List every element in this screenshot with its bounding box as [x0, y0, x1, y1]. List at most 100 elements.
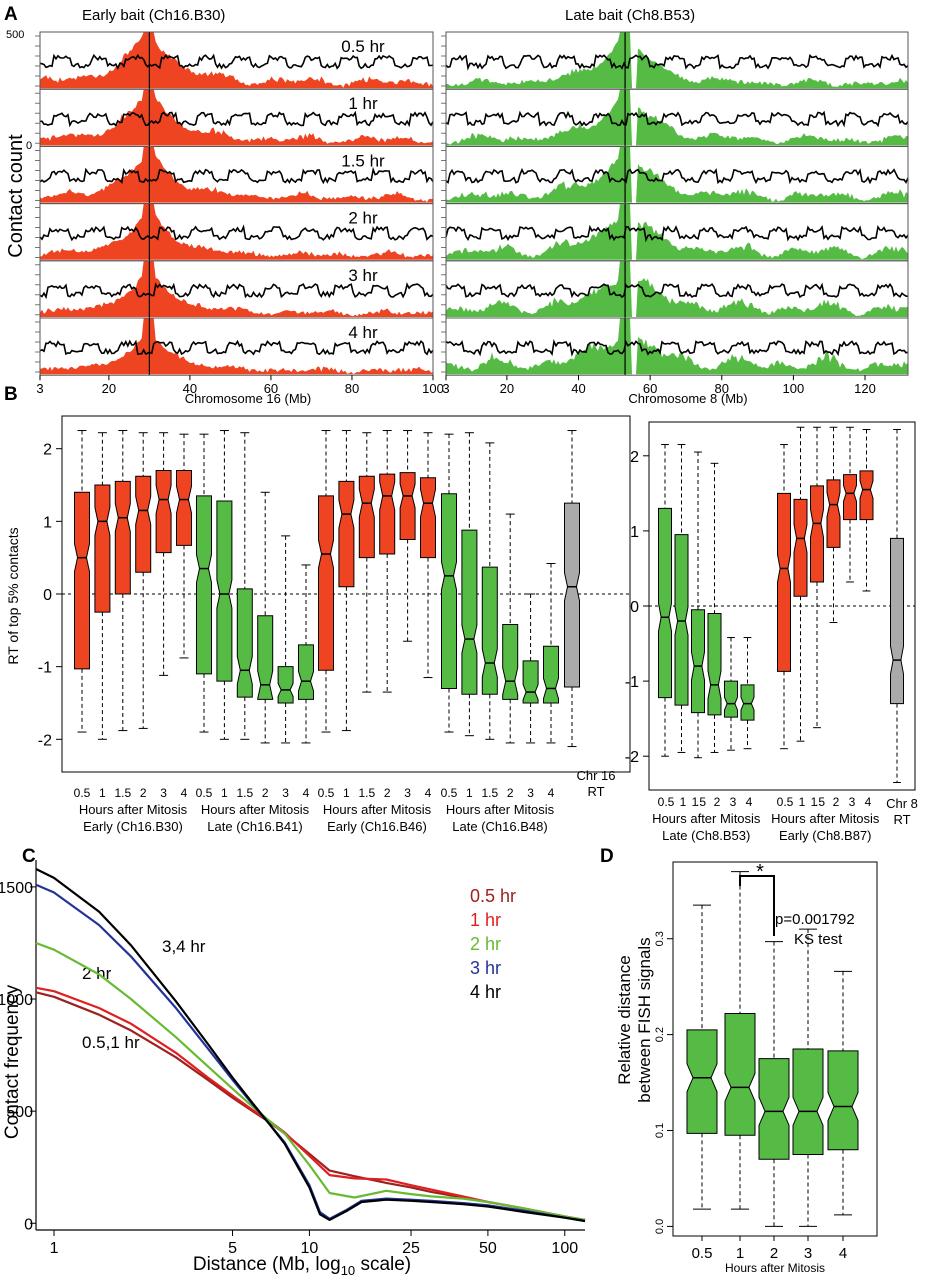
rt-signal-left-4 — [39, 282, 434, 300]
panel-a-left-xlabel: Chromosome 16 (Mb) — [185, 391, 311, 406]
contact-area-right-3 — [446, 203, 908, 260]
panel-label-c: C — [22, 846, 36, 867]
panel-b-box-3-3 — [502, 624, 519, 700]
panel-d-xtick-3: 3 — [804, 1245, 812, 1262]
panel-b-hour-label-2-5: 4 — [425, 786, 432, 800]
panel-c-ytick-500: 500 — [6, 1104, 33, 1121]
panel-b-hour-label-3-4: 3 — [527, 786, 534, 800]
panel-b-right-hour-label-1-2: 1 — [811, 795, 818, 809]
panel-b-right-box-0-3 — [707, 613, 722, 716]
panel-b-right-hour-label-0-2: 1 — [692, 795, 699, 809]
panel-b-hour-label-0-3: 2 — [140, 786, 147, 800]
panel-b-right-rt-label-1: Chr 8 — [886, 796, 918, 811]
panel-c-xlabel-main: Distance (Mb, log — [193, 1254, 341, 1275]
panel-d-ytick-0.3: 0.3 — [654, 931, 666, 946]
panel-a-right-frame-5 — [445, 317, 909, 376]
panel-b-left-caption2-2: Early (Ch16.B46) — [327, 819, 427, 834]
panel-d-frame — [672, 861, 878, 1237]
panel-a-right-xtick-3: 3 — [442, 381, 449, 396]
panel-d-xtick-4: 4 — [839, 1245, 847, 1262]
panel-b-box-1-3 — [257, 615, 274, 700]
panel-b-box-3-0 — [441, 493, 457, 689]
panel-d-pvalue: p=0.001792 — [775, 911, 855, 928]
panel-d-ylabel-1: Relative distance — [615, 955, 634, 1084]
panel-d-box-4 — [827, 1050, 859, 1151]
panel-b-box-0-5 — [176, 469, 192, 546]
rt-signal-right-2 — [445, 167, 909, 185]
panel-c-legend-3: 3 hr — [470, 958, 501, 978]
panel-b-right-box-0-2 — [691, 609, 705, 714]
panel-a-time-label-5: 4 hr — [348, 323, 378, 342]
panel-a-left-xtick-100: 100 — [422, 381, 444, 396]
panel-b-ylabel: RT of top 5% contacts — [5, 527, 21, 664]
panel-b-left-ytick--2: -2 — [38, 732, 52, 749]
panel-c-ytick-1000: 1000 — [0, 992, 33, 1009]
panel-c-line-4hr — [35, 868, 586, 1223]
panel-d-box-2 — [758, 1058, 790, 1160]
panel-c-legend-0: 0.5 hr — [470, 886, 516, 906]
panel-a-right-xtick-20: 20 — [500, 381, 514, 396]
panel-b-right-hour-label-0-5: 3 — [730, 795, 737, 809]
panel-d-ytick-0.0: 0.0 — [654, 1219, 666, 1234]
panel-b-right-box-1-5 — [859, 470, 874, 521]
panel-b-box-2-0 — [318, 495, 334, 671]
rt-signal-left-1 — [40, 110, 434, 128]
contact-area-right-1 — [446, 89, 908, 146]
panel-b-right-box-2-0 — [890, 537, 904, 705]
panel-a-ytick-500: 500 — [6, 29, 24, 41]
panel-a-ytick-0: 0 — [26, 140, 32, 152]
panel-b-right-caption1-1: Hours after Mitosis — [771, 811, 880, 826]
panel-c-xtick-100: 100 — [551, 1240, 578, 1257]
panel-b-hour-label-0-4: 3 — [160, 786, 167, 800]
panel-d-ylabel-2: between FISH signals — [635, 937, 654, 1102]
panel-b-hour-label-2-1: 1 — [343, 786, 350, 800]
panel-b-right-caption1-0: Hours after Mitosis — [652, 811, 761, 826]
panel-b-left-caption2-1: Late (Ch16.B41) — [207, 819, 302, 834]
panel-b-box-1-1 — [216, 500, 233, 682]
panel-d-ytick-0.1: 0.1 — [654, 1123, 666, 1138]
panel-b-hour-label-3-3: 2 — [507, 786, 514, 800]
contact-area-left-2 — [40, 146, 433, 203]
panel-d-significance-bracket — [739, 875, 775, 936]
panel-b-left-caption1-3: Hours after Mitosis — [446, 802, 555, 817]
panel-c-line-3hr — [35, 883, 586, 1223]
panel-c-legend-4: 4 hr — [470, 982, 501, 1002]
panel-d-xtick-1: 1 — [736, 1245, 744, 1262]
panel-b-hour-label-3-0: 0.5 — [441, 786, 458, 800]
panel-c-ytick-0: 0 — [24, 1216, 33, 1233]
panel-b-right-ytick-0: 0 — [630, 599, 639, 616]
panel-b-hour-label-0-0: 0.5 — [74, 786, 91, 800]
panel-b-hour-label-3-5: 4 — [548, 786, 555, 800]
panel-d-xtick-0.5: 0.5 — [692, 1245, 713, 1262]
panel-a-time-label-2: 1.5 hr — [341, 151, 385, 170]
panel-c-xtick-10: 10 — [301, 1240, 319, 1257]
panel-label-d: D — [600, 846, 614, 867]
panel-b-hour-label-2-0: 0.5 — [318, 786, 335, 800]
panel-b-right-ytick--2: -2 — [625, 749, 639, 766]
panel-b-right-hour-label-1-0: 0.5 — [777, 795, 794, 809]
panel-b-hour-label-0-5: 4 — [181, 786, 188, 800]
rt-signal-right-0 — [445, 53, 909, 71]
contact-area-left-1 — [40, 89, 433, 146]
rt-signal-right-5 — [445, 338, 909, 357]
panel-c-xlabel: Distance (Mb, log10 scale) — [193, 1254, 411, 1278]
rt-signal-left-0 — [39, 53, 434, 71]
contact-area-left-5 — [40, 318, 433, 375]
panel-c-legend-2: 2 hr — [470, 934, 501, 954]
panel-a-right-xtick-80: 80 — [715, 381, 729, 396]
panel-a-left-title: Early bait (Ch16.B30) — [82, 7, 225, 24]
panel-b-box-2-3 — [379, 473, 396, 555]
panel-b-left-caption1-1: Hours after Mitosis — [201, 802, 310, 817]
rt-signal-left-3 — [39, 224, 434, 242]
panel-d-box-1 — [724, 1013, 756, 1136]
panel-b-right-hour-label-0-0: 0.5 — [658, 795, 675, 809]
contact-area-right-2 — [446, 146, 908, 203]
panel-b-box-2-4 — [399, 472, 416, 541]
panel-b-right-box-0-1 — [674, 534, 689, 706]
panel-d-box-3 — [792, 1048, 824, 1155]
panel-b-box-1-0 — [196, 495, 212, 675]
panel-c-ytick-1500: 1500 — [0, 880, 33, 897]
panel-a-time-label-1: 1 hr — [348, 94, 378, 113]
panel-b-hour-label-0-2: 1.5 — [114, 786, 131, 800]
